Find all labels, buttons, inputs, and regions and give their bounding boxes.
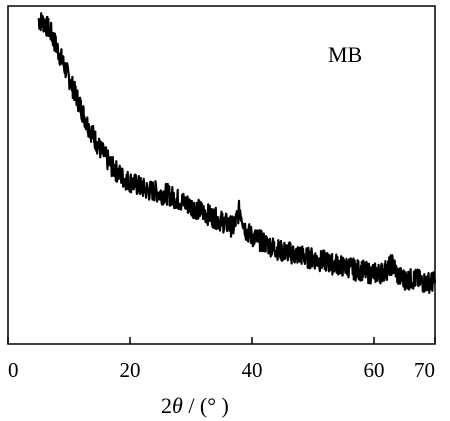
x-tick-label-20: 20 bbox=[120, 358, 141, 382]
series-line-mb bbox=[37, 12, 437, 294]
plot-frame bbox=[7, 5, 436, 345]
legend-label-mb: MB bbox=[328, 42, 362, 67]
x-tick-label-40: 40 bbox=[242, 358, 263, 382]
x-tick-label-60: 60 bbox=[364, 358, 385, 382]
x-axis-title: 2θ / (° ) bbox=[161, 393, 229, 418]
x-axis-tick-labels: 0 20 40 60 70 bbox=[8, 358, 435, 382]
x-axis-ticks bbox=[7, 337, 436, 344]
x-tick-label-70: 70 bbox=[414, 358, 435, 382]
x-tick-label-0: 0 bbox=[8, 358, 19, 382]
